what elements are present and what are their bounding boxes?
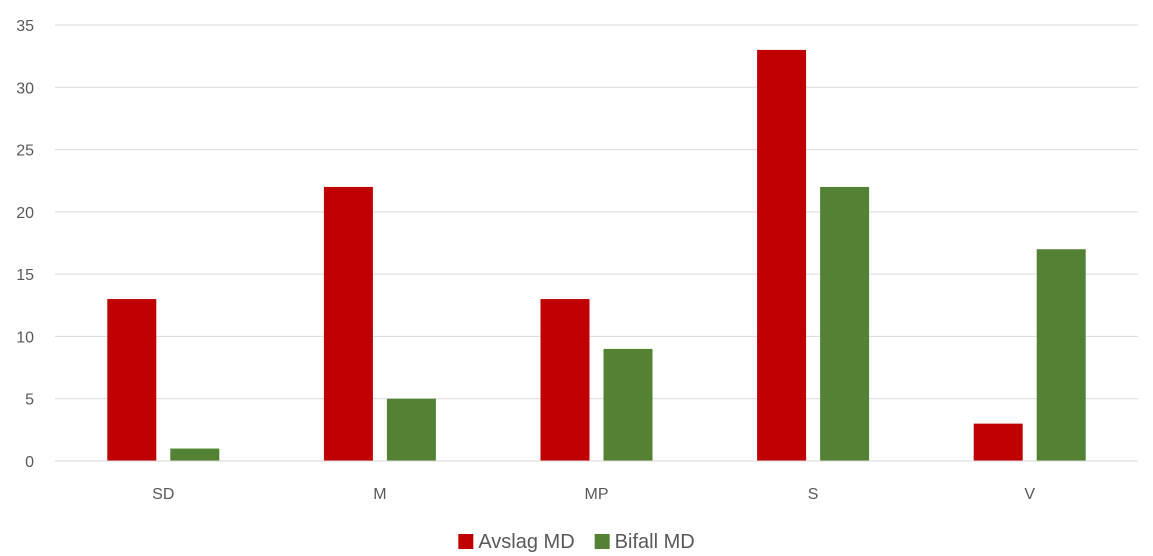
bar-avslag-md-mp: [540, 299, 590, 461]
x-tick-label: SD: [152, 486, 174, 503]
x-tick-label: M: [373, 486, 386, 503]
bar-bifall-md-v: [1036, 249, 1086, 461]
y-tick-label: 20: [16, 205, 34, 222]
x-tick-label: S: [808, 486, 819, 503]
x-tick-label: MP: [585, 486, 609, 503]
bar-bifall-md-mp: [603, 348, 653, 461]
bars: [107, 49, 1086, 462]
bar-avslag-md-v: [973, 423, 1023, 461]
legend-label-avslag-md: Avslag MD: [478, 531, 574, 553]
bar-avslag-md-sd: [107, 299, 157, 461]
y-tick-label: 10: [16, 329, 34, 346]
x-axis: SD M MP S V: [55, 460, 1138, 503]
y-tick-label: 5: [25, 392, 34, 409]
y-tick-label: 35: [16, 18, 34, 35]
legend-swatch-avslag-md: [458, 534, 474, 549]
gridlines: [55, 24, 1138, 400]
bar-avslag-md-m: [323, 186, 373, 461]
y-axis: 0 5 10 15 20 25 30 35: [16, 18, 34, 471]
y-tick-label: 0: [25, 454, 34, 471]
legend: Avslag MD Bifall MD: [458, 531, 695, 553]
legend-swatch-bifall-md: [594, 534, 610, 549]
bar-bifall-md-sd: [170, 448, 220, 461]
bar-bifall-md-m: [386, 398, 436, 461]
bar-avslag-md-s: [757, 49, 807, 462]
legend-label-bifall-md: Bifall MD: [615, 531, 695, 553]
y-tick-label: 30: [16, 80, 34, 97]
bar-bifall-md-s: [820, 186, 870, 461]
y-tick-label: 15: [16, 267, 34, 284]
y-tick-label: 25: [16, 143, 34, 160]
x-tick-label: V: [1024, 486, 1035, 503]
